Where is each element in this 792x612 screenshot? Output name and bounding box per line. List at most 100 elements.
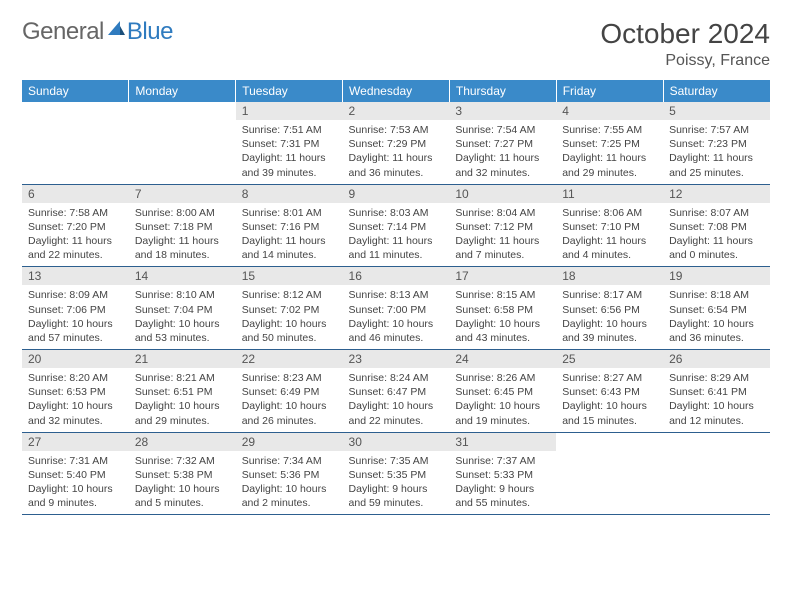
calendar-cell: 11Sunrise: 8:06 AMSunset: 7:10 PMDayligh…: [556, 184, 663, 267]
day-number: 29: [236, 433, 343, 451]
weekday-header: Friday: [556, 80, 663, 102]
calendar-cell: 18Sunrise: 8:17 AMSunset: 6:56 PMDayligh…: [556, 267, 663, 350]
day-number: 31: [449, 433, 556, 451]
calendar-cell: 21Sunrise: 8:21 AMSunset: 6:51 PMDayligh…: [129, 350, 236, 433]
calendar-cell: 29Sunrise: 7:34 AMSunset: 5:36 PMDayligh…: [236, 432, 343, 515]
day-content: Sunrise: 7:57 AMSunset: 7:23 PMDaylight:…: [663, 120, 770, 184]
calendar-week-row: 13Sunrise: 8:09 AMSunset: 7:06 PMDayligh…: [22, 267, 770, 350]
day-content: Sunrise: 7:35 AMSunset: 5:35 PMDaylight:…: [343, 451, 450, 515]
day-number: 23: [343, 350, 450, 368]
weekday-header: Monday: [129, 80, 236, 102]
day-content: Sunrise: 8:12 AMSunset: 7:02 PMDaylight:…: [236, 285, 343, 349]
day-number: 11: [556, 185, 663, 203]
day-content: Sunrise: 7:51 AMSunset: 7:31 PMDaylight:…: [236, 120, 343, 184]
calendar-cell: [129, 102, 236, 184]
calendar-body: 1Sunrise: 7:51 AMSunset: 7:31 PMDaylight…: [22, 102, 770, 515]
day-content: Sunrise: 8:07 AMSunset: 7:08 PMDaylight:…: [663, 203, 770, 267]
day-number: 17: [449, 267, 556, 285]
day-number: 21: [129, 350, 236, 368]
day-number: 20: [22, 350, 129, 368]
day-content: Sunrise: 8:00 AMSunset: 7:18 PMDaylight:…: [129, 203, 236, 267]
day-number: 19: [663, 267, 770, 285]
day-content: Sunrise: 8:29 AMSunset: 6:41 PMDaylight:…: [663, 368, 770, 432]
day-content: Sunrise: 8:20 AMSunset: 6:53 PMDaylight:…: [22, 368, 129, 432]
day-number: 30: [343, 433, 450, 451]
month-title: October 2024: [600, 18, 770, 50]
day-number: 22: [236, 350, 343, 368]
calendar-cell: 15Sunrise: 8:12 AMSunset: 7:02 PMDayligh…: [236, 267, 343, 350]
calendar-cell: 17Sunrise: 8:15 AMSunset: 6:58 PMDayligh…: [449, 267, 556, 350]
day-content: Sunrise: 8:17 AMSunset: 6:56 PMDaylight:…: [556, 285, 663, 349]
calendar-cell: 27Sunrise: 7:31 AMSunset: 5:40 PMDayligh…: [22, 432, 129, 515]
calendar-cell: 16Sunrise: 8:13 AMSunset: 7:00 PMDayligh…: [343, 267, 450, 350]
day-number: 14: [129, 267, 236, 285]
day-content: Sunrise: 7:54 AMSunset: 7:27 PMDaylight:…: [449, 120, 556, 184]
day-number: 10: [449, 185, 556, 203]
calendar-cell: 24Sunrise: 8:26 AMSunset: 6:45 PMDayligh…: [449, 350, 556, 433]
title-block: October 2024 Poissy, France: [600, 18, 770, 70]
day-content: Sunrise: 8:27 AMSunset: 6:43 PMDaylight:…: [556, 368, 663, 432]
calendar-cell: 22Sunrise: 8:23 AMSunset: 6:49 PMDayligh…: [236, 350, 343, 433]
brand-part2: Blue: [127, 18, 173, 46]
day-content: Sunrise: 7:55 AMSunset: 7:25 PMDaylight:…: [556, 120, 663, 184]
day-content: Sunrise: 8:23 AMSunset: 6:49 PMDaylight:…: [236, 368, 343, 432]
day-content: Sunrise: 8:21 AMSunset: 6:51 PMDaylight:…: [129, 368, 236, 432]
calendar-week-row: 20Sunrise: 8:20 AMSunset: 6:53 PMDayligh…: [22, 350, 770, 433]
calendar-cell: 4Sunrise: 7:55 AMSunset: 7:25 PMDaylight…: [556, 102, 663, 184]
day-content: Sunrise: 8:09 AMSunset: 7:06 PMDaylight:…: [22, 285, 129, 349]
day-content: Sunrise: 8:03 AMSunset: 7:14 PMDaylight:…: [343, 203, 450, 267]
day-number: 26: [663, 350, 770, 368]
calendar-cell: 2Sunrise: 7:53 AMSunset: 7:29 PMDaylight…: [343, 102, 450, 184]
day-number: 13: [22, 267, 129, 285]
day-number: 15: [236, 267, 343, 285]
day-content: Sunrise: 7:37 AMSunset: 5:33 PMDaylight:…: [449, 451, 556, 515]
day-content: Sunrise: 7:31 AMSunset: 5:40 PMDaylight:…: [22, 451, 129, 515]
brand-logo: General Blue: [22, 18, 173, 46]
day-content: Sunrise: 8:10 AMSunset: 7:04 PMDaylight:…: [129, 285, 236, 349]
calendar-cell: 30Sunrise: 7:35 AMSunset: 5:35 PMDayligh…: [343, 432, 450, 515]
day-number: 16: [343, 267, 450, 285]
day-number: 3: [449, 102, 556, 120]
weekday-header: Saturday: [663, 80, 770, 102]
day-number: 12: [663, 185, 770, 203]
calendar-cell: 10Sunrise: 8:04 AMSunset: 7:12 PMDayligh…: [449, 184, 556, 267]
calendar-cell: 20Sunrise: 8:20 AMSunset: 6:53 PMDayligh…: [22, 350, 129, 433]
calendar-cell: 23Sunrise: 8:24 AMSunset: 6:47 PMDayligh…: [343, 350, 450, 433]
day-number: 6: [22, 185, 129, 203]
day-content: Sunrise: 7:32 AMSunset: 5:38 PMDaylight:…: [129, 451, 236, 515]
weekday-header: Sunday: [22, 80, 129, 102]
day-number: 18: [556, 267, 663, 285]
calendar-cell: 31Sunrise: 7:37 AMSunset: 5:33 PMDayligh…: [449, 432, 556, 515]
calendar-cell: 9Sunrise: 8:03 AMSunset: 7:14 PMDaylight…: [343, 184, 450, 267]
day-number: 9: [343, 185, 450, 203]
header: General Blue October 2024 Poissy, France: [22, 18, 770, 70]
calendar-cell: 7Sunrise: 8:00 AMSunset: 7:18 PMDaylight…: [129, 184, 236, 267]
weekday-header: Thursday: [449, 80, 556, 102]
calendar-cell: 14Sunrise: 8:10 AMSunset: 7:04 PMDayligh…: [129, 267, 236, 350]
calendar-cell: 5Sunrise: 7:57 AMSunset: 7:23 PMDaylight…: [663, 102, 770, 184]
brand-part1: General: [22, 18, 104, 46]
day-number: 25: [556, 350, 663, 368]
day-content: Sunrise: 8:06 AMSunset: 7:10 PMDaylight:…: [556, 203, 663, 267]
calendar-table: SundayMondayTuesdayWednesdayThursdayFrid…: [22, 80, 770, 515]
day-content: Sunrise: 7:53 AMSunset: 7:29 PMDaylight:…: [343, 120, 450, 184]
calendar-cell: 1Sunrise: 7:51 AMSunset: 7:31 PMDaylight…: [236, 102, 343, 184]
day-number: 8: [236, 185, 343, 203]
calendar-cell: 19Sunrise: 8:18 AMSunset: 6:54 PMDayligh…: [663, 267, 770, 350]
day-content: Sunrise: 8:18 AMSunset: 6:54 PMDaylight:…: [663, 285, 770, 349]
day-number: 24: [449, 350, 556, 368]
day-number: 1: [236, 102, 343, 120]
day-content: Sunrise: 8:01 AMSunset: 7:16 PMDaylight:…: [236, 203, 343, 267]
weekday-header: Tuesday: [236, 80, 343, 102]
day-content: Sunrise: 8:04 AMSunset: 7:12 PMDaylight:…: [449, 203, 556, 267]
calendar-cell: 25Sunrise: 8:27 AMSunset: 6:43 PMDayligh…: [556, 350, 663, 433]
day-content: Sunrise: 7:34 AMSunset: 5:36 PMDaylight:…: [236, 451, 343, 515]
calendar-cell: 28Sunrise: 7:32 AMSunset: 5:38 PMDayligh…: [129, 432, 236, 515]
calendar-week-row: 6Sunrise: 7:58 AMSunset: 7:20 PMDaylight…: [22, 184, 770, 267]
calendar-cell: [663, 432, 770, 515]
day-content: Sunrise: 8:26 AMSunset: 6:45 PMDaylight:…: [449, 368, 556, 432]
brand-sail-icon: [106, 18, 126, 46]
day-number: 28: [129, 433, 236, 451]
calendar-cell: [556, 432, 663, 515]
calendar-cell: 13Sunrise: 8:09 AMSunset: 7:06 PMDayligh…: [22, 267, 129, 350]
